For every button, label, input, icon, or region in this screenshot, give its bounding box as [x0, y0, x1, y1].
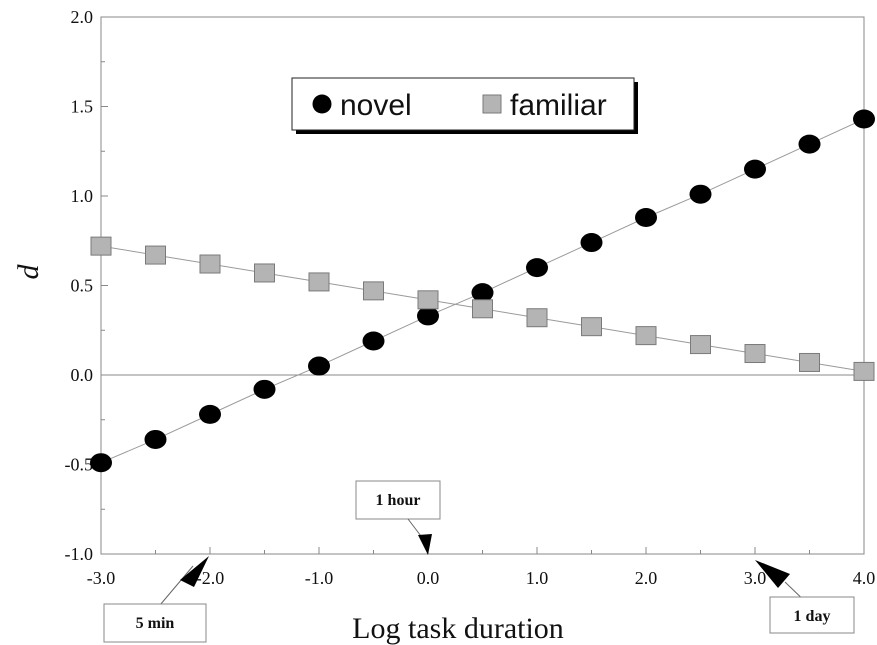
x-axis-title: Log task duration: [352, 612, 564, 645]
familiar-point: [90, 236, 112, 256]
annotation-1hour-label: 1 hour: [376, 492, 421, 509]
familiar-point: [744, 344, 766, 364]
annotation-5min: 5 min: [103, 556, 209, 643]
novel-point: [689, 184, 712, 204]
annotation-1day-box: [769, 596, 855, 634]
familiar-point: [799, 352, 820, 372]
familiar-point: [254, 263, 275, 283]
legend-familiar-label: familiar: [510, 89, 607, 122]
novel-point: [308, 356, 330, 376]
y-tick-label: 2.0: [71, 7, 94, 27]
y-axis-title: d: [12, 264, 45, 280]
novel-point: [417, 306, 439, 326]
novel-point: [90, 453, 112, 473]
novel-point: [471, 283, 494, 303]
y-tick-label: -0.5: [65, 455, 94, 475]
familiar-point: [690, 335, 711, 355]
annotation-5min-box: [103, 603, 207, 643]
legend-box: [291, 77, 635, 131]
legend-novel-marker: [312, 94, 332, 114]
novel-point: [362, 331, 385, 351]
novel-point: [798, 134, 821, 154]
familiar-point: [363, 281, 384, 301]
y-tick-label: 0.5: [71, 276, 94, 296]
novel-point: [635, 207, 657, 227]
y-tick-label: 1.0: [71, 186, 94, 206]
annotation-1day: 1 day: [755, 560, 855, 634]
novel-point: [144, 429, 167, 449]
x-tick-label: -2.0: [196, 568, 225, 588]
familiar-point: [417, 290, 439, 310]
annotation-5min-label: 5 min: [136, 615, 175, 632]
familiar-point: [472, 299, 493, 319]
familiar-point: [635, 326, 657, 346]
familiar-point: [145, 245, 166, 265]
novel-point: [253, 379, 276, 399]
familiar-point: [199, 254, 221, 274]
annotation-1hour-box: [355, 480, 441, 520]
annotation-1day-label: 1 day: [794, 608, 831, 625]
legend: novel familiar: [291, 77, 638, 134]
annotation-1hour: 1 hour: [355, 480, 441, 555]
x-tick-label: -1.0: [305, 568, 334, 588]
y-tick-label: 1.5: [71, 97, 94, 117]
novel-point: [580, 233, 603, 253]
x-tick-label: 4.0: [853, 568, 876, 588]
novel-point: [526, 258, 548, 278]
familiar-point: [581, 317, 602, 337]
novel-point: [853, 109, 875, 129]
novel-point: [744, 159, 766, 179]
novel-point: [199, 404, 221, 424]
x-tick-label: 2.0: [635, 568, 658, 588]
x-tick-label: 0.0: [417, 568, 440, 588]
y-tick-label: 0.0: [71, 365, 94, 385]
legend-novel-label: novel: [340, 89, 412, 122]
x-tick-label: 1.0: [526, 568, 549, 588]
x-tick-label: -3.0: [87, 568, 116, 588]
x-tick-label: 3.0: [744, 568, 767, 588]
familiar-point: [853, 361, 875, 381]
legend-familiar-marker: [482, 94, 502, 114]
y-tick-label: -1.0: [65, 544, 94, 564]
familiar-point: [526, 308, 548, 328]
familiar-point: [308, 272, 330, 292]
